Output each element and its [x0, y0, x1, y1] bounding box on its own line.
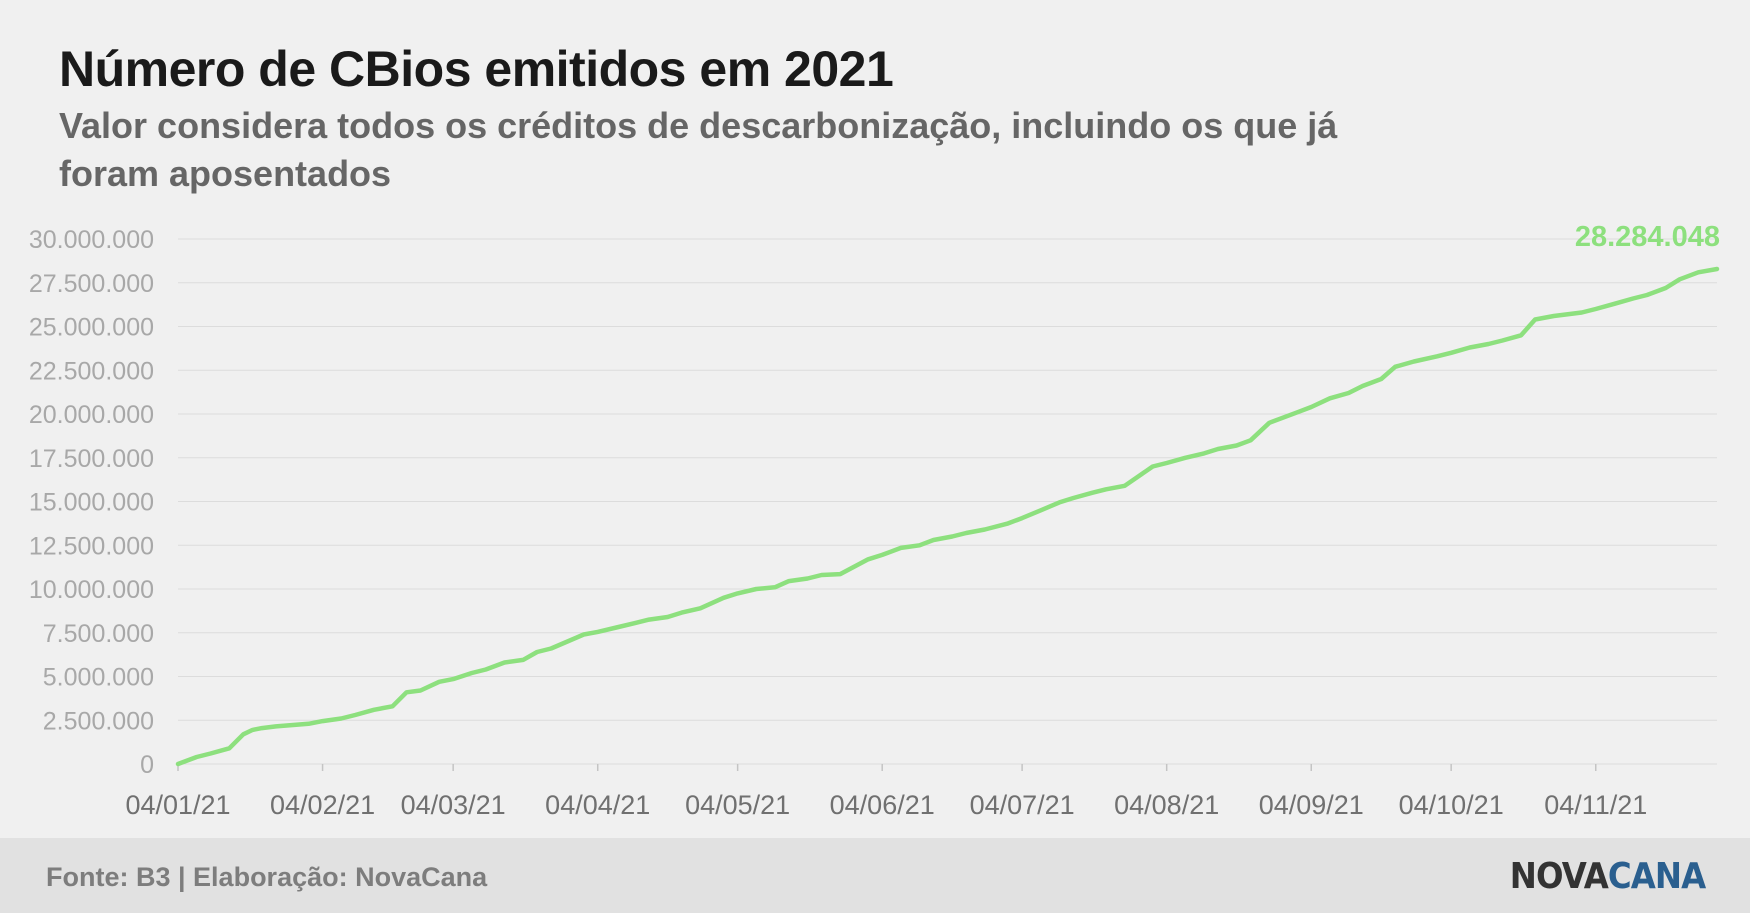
series-line	[175, 266, 1720, 767]
y-tick-label: 10.000.000	[29, 576, 154, 604]
y-tick-label: 22.500.000	[29, 357, 154, 385]
x-tick-label: 04/06/21	[830, 790, 935, 820]
x-tick-label: 04/05/21	[685, 790, 790, 820]
line-chart: 0 2.500.000 5.000.000 7.500.000 10.000.000 12…	[29, 221, 1720, 820]
y-tick-label: 2.500.000	[43, 707, 154, 735]
x-tick-label: 04/04/21	[545, 790, 650, 820]
data-label-last-value: 28.284.048	[1575, 221, 1720, 253]
x-tick-label: 04/07/21	[970, 790, 1075, 820]
x-tick-label: 04/02/21	[270, 790, 375, 820]
source-credit: Fonte: B3 | Elaboração: NovaCana	[46, 862, 488, 892]
novacana-logo: NOVACANA	[1509, 856, 1705, 897]
y-tick-label: 25.000.000	[29, 314, 154, 342]
logo-part-nova: NOVA	[1509, 856, 1608, 897]
x-tick-label: 04/03/21	[401, 790, 506, 820]
chart-subtitle: Valor considera todos os créditos de des…	[59, 105, 1338, 194]
x-tick-label: 04/11/21	[1544, 790, 1647, 820]
x-tick-label: 04/08/21	[1114, 790, 1219, 820]
y-tick-label: 12.500.000	[29, 532, 154, 560]
chart-title: Número de CBios emitidos em 2021	[59, 41, 894, 97]
x-tick-label: 04/10/21	[1399, 790, 1504, 820]
y-tick-label: 7.500.000	[43, 620, 154, 648]
y-tick-label: 27.500.000	[29, 270, 154, 298]
y-tick-label: 0	[140, 751, 154, 779]
y-tick-label: 20.000.000	[29, 401, 154, 429]
footer: Fonte: B3 | Elaboração: NovaCana NOVACAN…	[0, 838, 1750, 913]
x-tick-label: 04/01/21	[125, 790, 230, 820]
y-tick-label: 5.000.000	[43, 664, 154, 692]
y-tick-label: 15.000.000	[29, 489, 154, 517]
y-tick-label: 17.500.000	[29, 445, 154, 473]
x-tick-label: 04/09/21	[1259, 790, 1364, 820]
y-tick-label: 30.000.000	[29, 226, 154, 254]
logo-part-cana: CANA	[1607, 856, 1706, 897]
